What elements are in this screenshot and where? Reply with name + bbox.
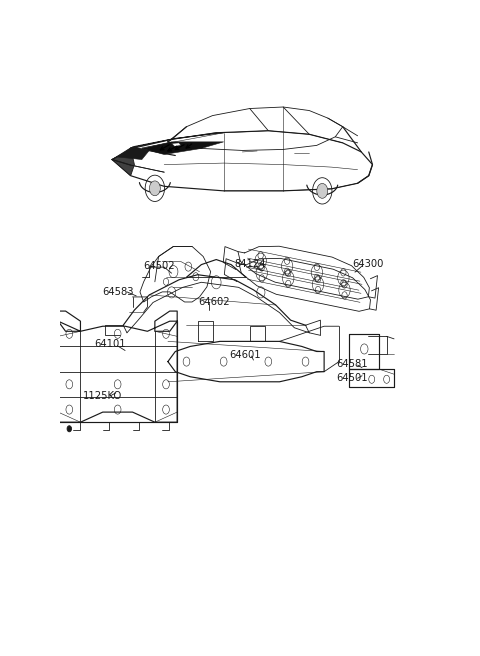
Polygon shape — [118, 147, 149, 159]
Polygon shape — [142, 142, 224, 155]
Circle shape — [317, 184, 328, 198]
Polygon shape — [112, 148, 134, 176]
Text: 84124: 84124 — [234, 258, 265, 268]
Text: 64502: 64502 — [143, 261, 174, 271]
Text: 64581: 64581 — [336, 359, 368, 369]
Text: 1125KO: 1125KO — [83, 391, 122, 401]
Text: 64501: 64501 — [336, 373, 368, 382]
Circle shape — [149, 181, 160, 195]
Text: 64583: 64583 — [102, 287, 133, 297]
Text: 64602: 64602 — [199, 297, 230, 307]
Text: 64300: 64300 — [352, 258, 384, 268]
Circle shape — [67, 426, 72, 432]
Polygon shape — [172, 143, 181, 146]
Text: 64601: 64601 — [229, 350, 261, 359]
Text: 64101: 64101 — [95, 339, 126, 350]
